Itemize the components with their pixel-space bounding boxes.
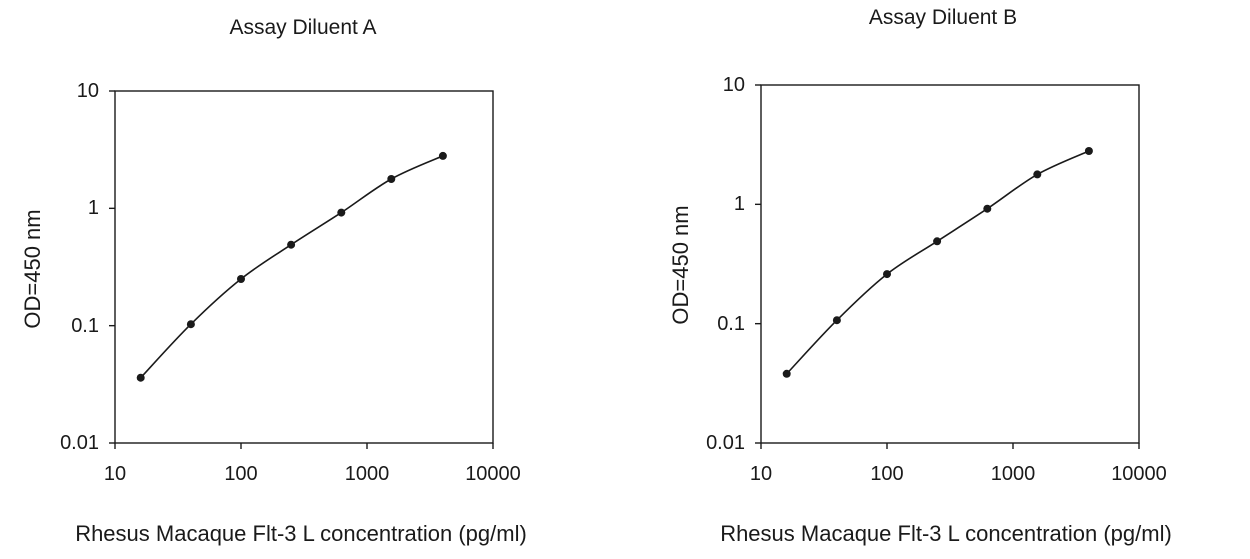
y-axis-label: OD=450 nm	[668, 205, 693, 324]
data-point	[438, 151, 447, 160]
chart-marks	[755, 84, 1140, 449]
y-tick-label: 0.01	[60, 432, 99, 454]
data-point	[136, 373, 145, 382]
data-point	[387, 175, 396, 183]
chart-marks	[109, 90, 494, 449]
y-tick-label: 10	[723, 74, 745, 96]
y-tick-label: 1	[734, 193, 745, 215]
plot-frame	[114, 90, 494, 444]
x-tick-label: 10	[750, 463, 772, 485]
data-point	[983, 204, 992, 213]
x-tick-label: 10000	[1111, 463, 1167, 485]
data-point	[1084, 147, 1093, 155]
chart-title: Assay Diluent A	[229, 16, 376, 39]
data-point	[337, 208, 346, 217]
chart-title: Assay Diluent B	[869, 6, 1017, 29]
x-tick-label: 10	[104, 463, 126, 485]
x-axis-label: Rhesus Macaque Flt-3 L concentration (pg…	[75, 521, 527, 546]
chart-assay-diluent-b: Assay Diluent B OD=450 nm Rhesus Macaque…	[668, 6, 1172, 546]
x-tick-label: 10000	[465, 463, 521, 485]
series-line	[140, 155, 444, 379]
x-tick-label: 1000	[991, 463, 1036, 485]
x-tick-label: 100	[224, 463, 257, 485]
y-axis-label: OD=450 nm	[20, 209, 45, 328]
x-tick-label: 1000	[345, 463, 390, 485]
data-point	[1033, 170, 1042, 179]
y-tick-label: 0.1	[717, 313, 745, 335]
data-point	[933, 237, 942, 246]
y-tick-label: 1	[88, 197, 99, 219]
data-point	[883, 270, 891, 279]
y-tick-label: 0.1	[71, 315, 99, 337]
x-tick-label: 100	[870, 463, 903, 485]
data-point	[782, 369, 791, 378]
data-point	[186, 320, 195, 329]
chart-assay-diluent-a: Assay Diluent A OD=450 nm Rhesus Macaque…	[20, 16, 527, 546]
x-axis-label: Rhesus Macaque Flt-3 L concentration (pg…	[720, 521, 1172, 546]
data-point	[287, 240, 296, 249]
data-point	[237, 275, 245, 283]
data-point	[832, 316, 841, 325]
y-tick-label: 10	[77, 80, 99, 102]
series-line	[786, 150, 1090, 375]
y-tick-label: 0.01	[706, 432, 745, 454]
plot-frame	[760, 84, 1140, 444]
